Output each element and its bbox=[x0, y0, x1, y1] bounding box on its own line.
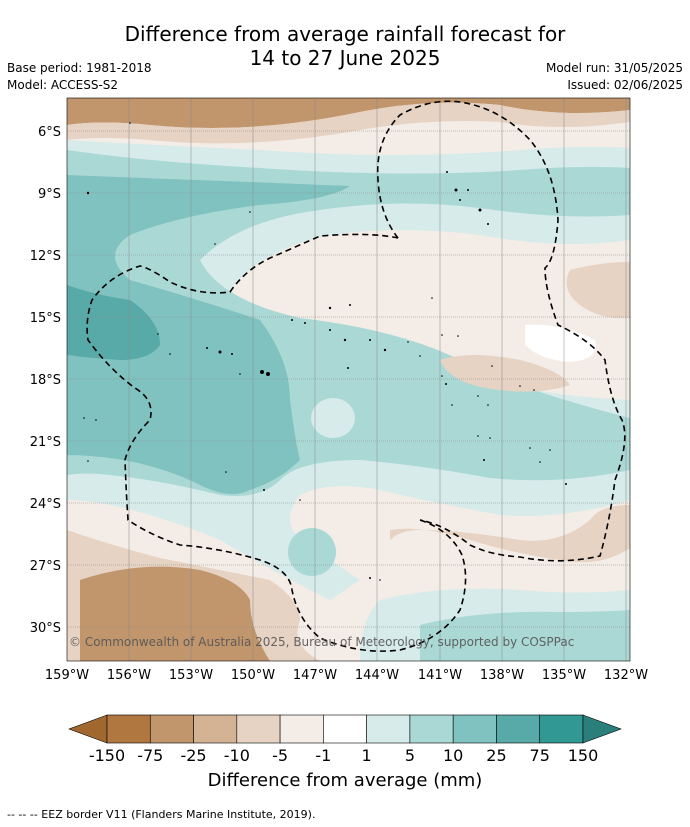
lon-label: 138°W bbox=[480, 668, 524, 683]
rainfall-map: © Commonwealth of Australia 2025, Bureau… bbox=[67, 98, 630, 661]
eez-legend: -- -- -- EEZ border V11 (Flanders Marine… bbox=[7, 808, 316, 821]
lat-label: 12°S bbox=[30, 249, 61, 264]
colorbar-tick-label: -75 bbox=[137, 746, 163, 765]
lat-label: 15°S bbox=[30, 311, 61, 326]
colorbar-tick-label: 10 bbox=[443, 746, 463, 765]
lon-label: 132°W bbox=[604, 668, 648, 683]
colorbar-extend-high bbox=[582, 714, 622, 744]
meta-right: Model run: 31/05/2025 Issued: 02/06/2025 bbox=[546, 60, 683, 94]
colorbar-tick-label: 1 bbox=[362, 746, 372, 765]
colorbar-tick-label: 25 bbox=[486, 746, 506, 765]
colorbar-bin bbox=[106, 714, 151, 744]
latitude-axis: 6°S 9°S 12°S 15°S 18°S 21°S 24°S 27°S 30… bbox=[30, 125, 61, 636]
model-name: Model: ACCESS-S2 bbox=[7, 78, 119, 92]
title-line-2: 14 to 27 June 2025 bbox=[249, 46, 441, 70]
colorbar-bin bbox=[279, 714, 324, 744]
lon-label: 144°W bbox=[355, 668, 399, 683]
colorbar-tick-label: 75 bbox=[530, 746, 550, 765]
colorbar-bin bbox=[236, 714, 281, 744]
model-run: Model run: 31/05/2025 bbox=[545, 61, 683, 75]
lat-label: 9°S bbox=[38, 187, 61, 202]
colorbar: -150 -75 -25 -10 -5 -1 1 5 10 25 75 150 bbox=[68, 714, 622, 765]
colorbar-tick-label: -150 bbox=[89, 746, 125, 765]
lon-label: 141°W bbox=[418, 668, 462, 683]
lat-label: 18°S bbox=[30, 373, 61, 388]
islands bbox=[83, 122, 567, 636]
colorbar-tick-label: -10 bbox=[224, 746, 250, 765]
lon-label: 156°W bbox=[107, 668, 151, 683]
map-title: Difference from average rainfall forecas… bbox=[0, 22, 690, 70]
map-frame bbox=[66, 97, 631, 662]
issued-date: Issued: 02/06/2025 bbox=[567, 78, 683, 92]
colorbar-bin bbox=[409, 714, 454, 744]
colorbar-tick-label: -5 bbox=[272, 746, 288, 765]
lat-label: 6°S bbox=[38, 125, 61, 140]
lon-label: 159°W bbox=[45, 668, 89, 683]
copyright-text: © Commonwealth of Australia 2025, Bureau… bbox=[69, 635, 574, 649]
colorbar-extend-low bbox=[68, 714, 108, 744]
lon-label: 147°W bbox=[293, 668, 337, 683]
colorbar-tick-label: -1 bbox=[315, 746, 331, 765]
colorbar-bin bbox=[496, 714, 541, 744]
map-gridlines bbox=[67, 98, 630, 661]
lon-label: 150°W bbox=[231, 668, 275, 683]
eez-borders bbox=[86, 100, 626, 652]
colorbar-bin bbox=[539, 714, 584, 744]
colorbar-tick-label: -25 bbox=[180, 746, 206, 765]
colorbar-title: Difference from average (mm) bbox=[207, 770, 483, 791]
longitude-axis: 159°W 156°W 153°W 150°W 147°W 144°W 141°… bbox=[45, 668, 648, 683]
base-period: Base period: 1981-2018 bbox=[7, 61, 152, 75]
colorbar-bin bbox=[193, 714, 238, 744]
colorbar-bin bbox=[366, 714, 411, 744]
lon-label: 135°W bbox=[542, 668, 586, 683]
colorbar-bin bbox=[323, 714, 367, 744]
colorbar-tick-label: 5 bbox=[405, 746, 415, 765]
colorbar-bin bbox=[452, 714, 497, 744]
title-line-1: Difference from average rainfall forecas… bbox=[124, 22, 566, 46]
lat-label: 24°S bbox=[30, 497, 61, 512]
colorbar-bin bbox=[149, 714, 194, 744]
lat-label: 27°S bbox=[30, 559, 61, 574]
lat-label: 30°S bbox=[30, 621, 61, 636]
lon-label: 153°W bbox=[169, 668, 213, 683]
lat-label: 21°S bbox=[30, 435, 61, 450]
meta-left: Base period: 1981-2018 Model: ACCESS-S2 bbox=[7, 60, 152, 94]
colorbar-tick-label: 150 bbox=[568, 746, 599, 765]
